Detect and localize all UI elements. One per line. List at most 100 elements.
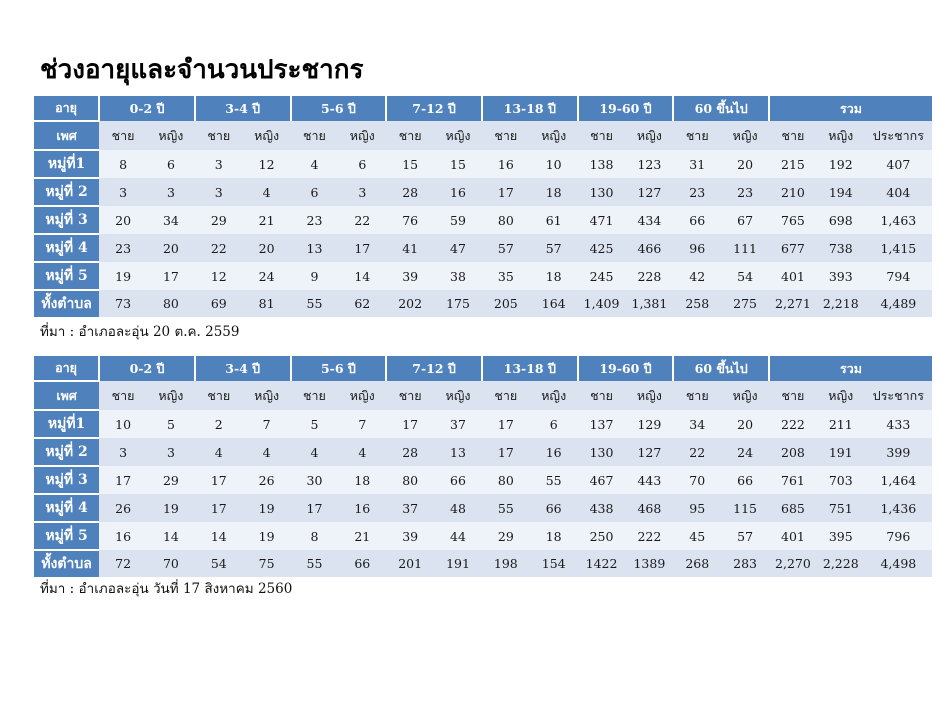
table-cell: 59 [434, 206, 482, 234]
table-cell: 5 [290, 410, 339, 438]
table-row: หมู่ที่ 2 3 3 3 4 6 3 28 16 17 18 130 127 23 23 210 194 4… [34, 177, 932, 206]
table-cell: 8 [99, 150, 147, 178]
table-cell: 137 [577, 410, 626, 438]
table-cell: 66 [673, 206, 722, 234]
table-cell: 55 [481, 494, 530, 522]
age-group-header: 13-18 ปี [481, 96, 579, 121]
table-cell: 14 [194, 522, 243, 550]
table-cell: 4,498 [864, 550, 932, 577]
table-cell: 23 [721, 178, 770, 206]
male-header: ชาย [99, 121, 147, 150]
table-cell: 18 [338, 466, 387, 494]
table-cell: 17 [386, 410, 435, 438]
female-header: หญิง [816, 381, 865, 410]
table-cell: 1,381 [625, 290, 674, 317]
table-cell: 23 [99, 234, 147, 262]
table-cell: 47 [434, 234, 482, 262]
table-cell: 433 [864, 410, 932, 438]
table-cell: 796 [864, 522, 932, 550]
table-cell: 13 [434, 438, 482, 466]
table-cell: 250 [577, 522, 626, 550]
table-cell: 55 [290, 550, 339, 577]
village-label: หมู่ที่1 [34, 149, 100, 178]
table-cell: 61 [529, 206, 578, 234]
male-header: ชาย [481, 381, 530, 410]
table-cell: 19 [242, 494, 291, 522]
male-header: ชาย [769, 121, 817, 150]
table-cell: 70 [147, 550, 195, 577]
village-label: หมู่ที่ 4 [34, 493, 100, 522]
table-cell: 57 [481, 234, 530, 262]
table-cell: 12 [194, 262, 243, 290]
table-cell: 4 [242, 438, 291, 466]
table-cell: 4 [290, 150, 339, 178]
table-cell: 9 [290, 262, 339, 290]
age-group-header: 3-4 ปี [194, 356, 292, 381]
table-row: หมู่ที่ 3 17 29 17 26 30 18 80 66 80 55 467 443 70 66 7… [34, 465, 932, 494]
table-cell: 1,436 [864, 494, 932, 522]
table-cell: 7 [242, 410, 291, 438]
table-cell: 76 [386, 206, 435, 234]
table-cell: 16 [481, 150, 530, 178]
table-cell: 80 [481, 206, 530, 234]
sex-header-row: เพศ ชาย หญิง ชาย หญิง ชาย หญิง ชาย หญิง ชาย หญิง ชา… [34, 120, 932, 150]
table-cell: 129 [625, 410, 674, 438]
female-header: หญิง [529, 381, 578, 410]
table-cell: 283 [721, 550, 770, 577]
table-cell: 201 [386, 550, 435, 577]
male-header: ชาย [577, 381, 626, 410]
male-header: ชาย [194, 381, 243, 410]
table-cell: 127 [625, 438, 674, 466]
table-cell: 4 [290, 438, 339, 466]
table-cell: 130 [577, 178, 626, 206]
table-cell: 16 [99, 522, 147, 550]
table-cell: 45 [673, 522, 722, 550]
male-header: ชาย [673, 381, 722, 410]
table-cell: 395 [816, 522, 865, 550]
table-cell: 14 [338, 262, 387, 290]
table-row: หมู่ที่ 5 19 17 12 24 9 14 39 38 35 18 245 228 42 54 40… [34, 261, 932, 290]
female-header: หญิง [625, 121, 674, 150]
source-note-2560: ที่มา : อำเภอละอุ่น วันที่ 17 สิงหาคม 25… [40, 581, 293, 597]
table-row: หมู่ที่ 4 26 19 17 19 17 16 37 48 55 66 438 468 95 115… [34, 493, 932, 522]
table-cell: 399 [864, 438, 932, 466]
age-group-header: 7-12 ปี [386, 356, 483, 381]
age-group-header: 19-60 ปี [577, 96, 675, 121]
female-header: หญิง [434, 121, 482, 150]
table-cell: 138 [577, 150, 626, 178]
table-cell: 96 [673, 234, 722, 262]
table-cell: 13 [290, 234, 339, 262]
table-cell: 10 [529, 150, 578, 178]
table-cell: 401 [769, 262, 817, 290]
male-header: ชาย [386, 121, 435, 150]
table-cell: 16 [529, 438, 578, 466]
table-cell: 70 [673, 466, 722, 494]
table-cell: 3 [338, 178, 387, 206]
table-cell: 2,228 [816, 550, 865, 577]
village-label: ทั้งตำบล [34, 549, 100, 577]
table-cell: 34 [147, 206, 195, 234]
table-cell: 268 [673, 550, 722, 577]
table-cell: 404 [864, 178, 932, 206]
population-header: ประชากร [864, 121, 932, 150]
page-title: ช่วงอายุและจำนวนประชากร [40, 55, 364, 85]
table-cell: 130 [577, 438, 626, 466]
female-header: หญิง [147, 381, 195, 410]
table-cell: 17 [194, 494, 243, 522]
table-cell: 29 [194, 206, 243, 234]
female-header: หญิง [242, 121, 291, 150]
male-header: ชาย [290, 381, 339, 410]
table-cell: 80 [147, 290, 195, 317]
table-cell: 6 [290, 178, 339, 206]
table-cell: 22 [673, 438, 722, 466]
age-group-header: 60 ขึ้นไป [673, 356, 771, 381]
table-cell: 18 [529, 178, 578, 206]
table-cell: 23 [290, 206, 339, 234]
table-cell: 434 [625, 206, 674, 234]
population-table-2560: อายุ 0-2 ปี 3-4 ปี 5-6 ปี 7-12 ปี 13-18 ปี 19-… [34, 356, 932, 577]
table-cell: 20 [99, 206, 147, 234]
table-cell: 28 [386, 178, 435, 206]
table-cell: 471 [577, 206, 626, 234]
table-cell: 28 [386, 438, 435, 466]
table-cell: 4,489 [864, 290, 932, 317]
